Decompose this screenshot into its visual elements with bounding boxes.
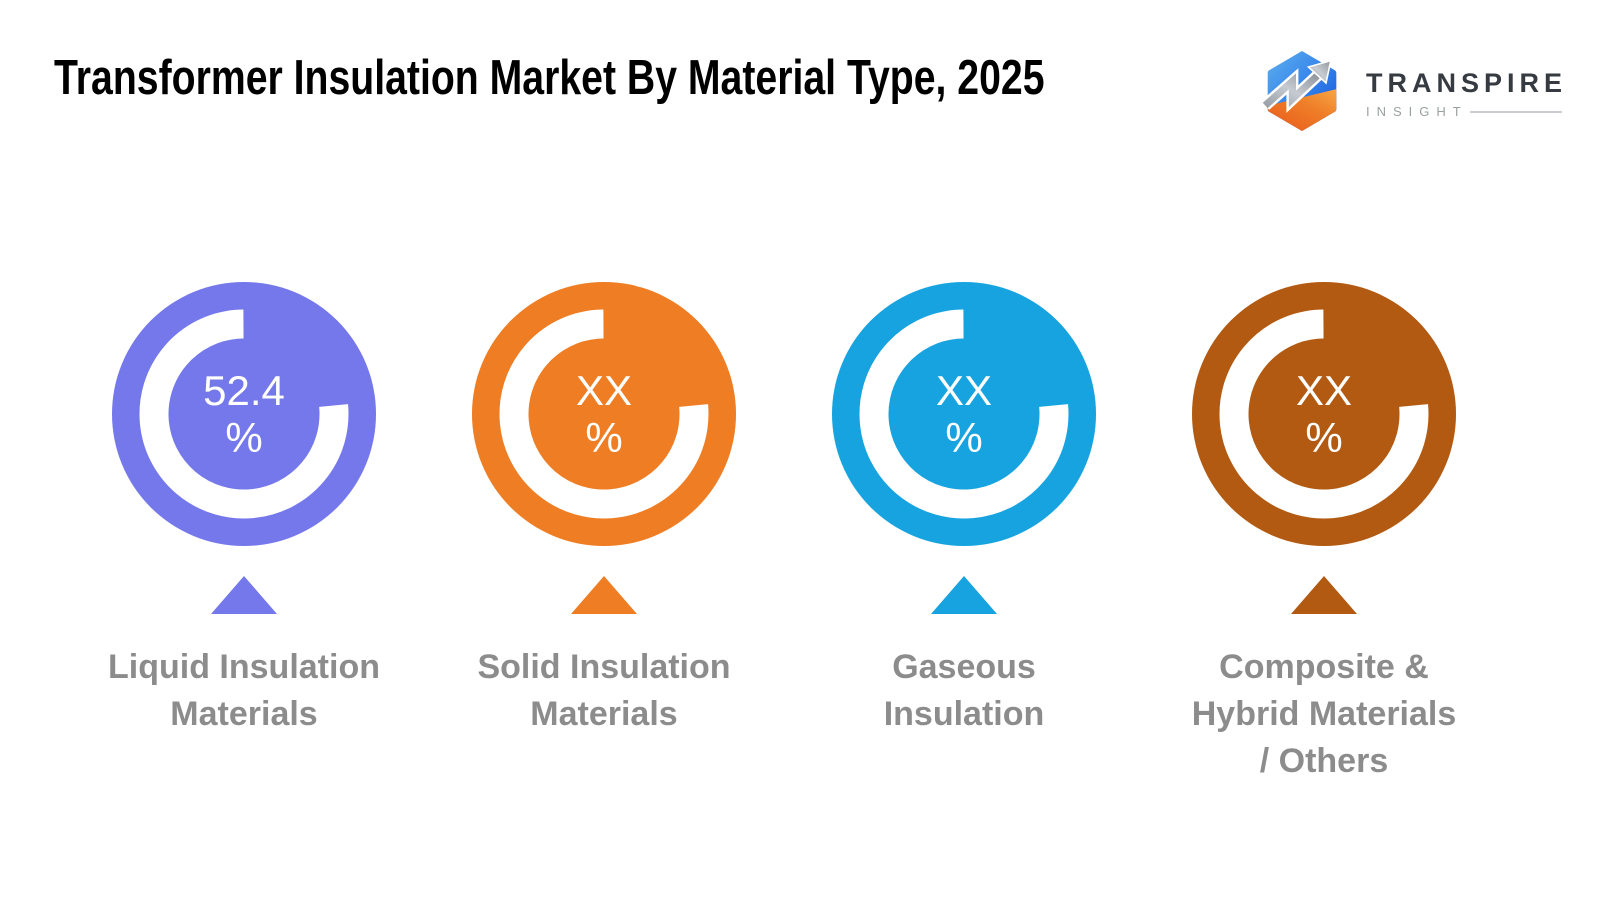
category-label: Gaseous Insulation: [883, 648, 1045, 733]
pointer-triangle-icon: [931, 576, 997, 614]
logo: TRANSPIRE INSIGHT: [1262, 48, 1567, 134]
logo-name: TRANSPIRE: [1366, 67, 1568, 98]
donut-ring-icon: [859, 309, 1069, 519]
donut-ring-icon: [1219, 309, 1429, 519]
donut-gauge: 52.4 %: [112, 282, 376, 546]
donut-ring-icon: [139, 309, 349, 519]
donut-ring-icon: [499, 309, 709, 519]
gauge-column-gaseous: XX % Gaseous Insulation: [800, 282, 1128, 785]
logo-underline: [1469, 110, 1562, 113]
gauge-column-solid: XX % Solid Insulation Materials: [440, 282, 768, 785]
gauge-value: XX %: [935, 366, 993, 461]
category-label: Liquid Insulation Materials: [108, 648, 380, 733]
logo-mark-icon: [1262, 51, 1337, 131]
gauge-row: 52.4 % Liquid Insulation Materials XX % …: [80, 282, 1488, 785]
pointer-triangle-icon: [1291, 576, 1357, 614]
logo-tagline: INSIGHT: [1366, 104, 1468, 120]
pointer-triangle-icon: [571, 576, 637, 614]
pointer-triangle-icon: [211, 576, 277, 614]
category-label: Solid Insulation Materials: [477, 648, 731, 733]
donut-gauge: XX %: [832, 282, 1096, 546]
gauge-value: XX %: [575, 366, 633, 461]
donut-gauge: XX %: [1192, 282, 1456, 546]
logo-text: TRANSPIRE INSIGHT: [1366, 63, 1568, 120]
donut-gauge: XX %: [472, 282, 736, 546]
gauge-column-composite: XX % Composite & Hybrid Materials / Othe…: [1160, 282, 1488, 785]
gauge-value: XX %: [1295, 366, 1353, 461]
gauge-value: 52.4 %: [203, 366, 285, 461]
page-title: Transformer Insulation Market By Materia…: [54, 51, 1045, 105]
category-label: Composite & Hybrid Materials / Others: [1191, 648, 1457, 780]
gauge-column-liquid: 52.4 % Liquid Insulation Materials: [80, 282, 408, 785]
